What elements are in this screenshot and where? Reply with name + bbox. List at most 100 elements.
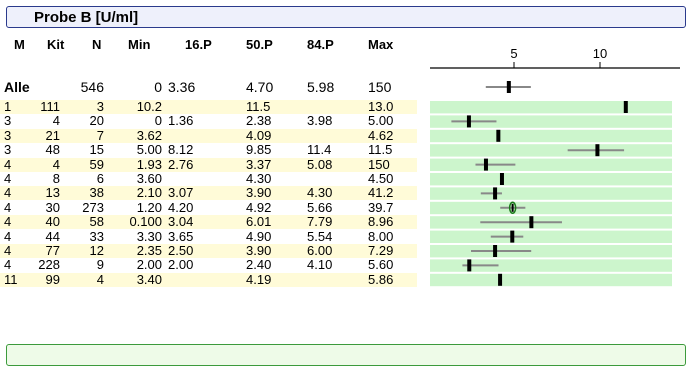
median-marker (511, 203, 514, 212)
cell-min: 3.40 (136, 271, 162, 287)
cell-p84: 6.00 (307, 243, 333, 258)
cell-n: 59 (89, 156, 104, 172)
cell-m: 4 (4, 257, 12, 273)
cell-kit: 228 (38, 257, 60, 273)
cell-n: 38 (89, 185, 104, 201)
cell-n: 273 (82, 199, 104, 215)
median-marker (595, 144, 600, 157)
cell-max: 5.00 (368, 113, 394, 129)
cell-n: 20 (89, 113, 104, 129)
cell-m: 4 (4, 185, 12, 201)
cell-max: 5.60 (368, 257, 394, 273)
cell-max: 5.86 (368, 271, 394, 287)
cell-p16: 2.50 (168, 243, 194, 258)
cell-m: 4 (4, 171, 12, 186)
cell-max: 41.2 (368, 185, 394, 201)
cell-p84: 7.79 (307, 214, 333, 230)
table-row: 1 111 3 10.2 11.5 13.0 (0, 100, 417, 114)
cell-kit: 4 (52, 156, 60, 172)
cell-p50: 4.09 (246, 127, 272, 143)
cell-p16: 8.12 (168, 142, 194, 158)
cell-m: 11 (4, 271, 18, 287)
table-row: 4 4 59 1.93 2.76 3.37 5.08 150 (0, 156, 417, 172)
row-band (430, 158, 672, 171)
table-row: 3 4 20 0 1.36 2.38 3.98 5.00 (0, 114, 417, 128)
cell-p84: 3.98 (307, 113, 333, 129)
cell-min: 1.20 (136, 199, 162, 215)
cell-min: 2.00 (136, 257, 162, 273)
median-marker (529, 216, 534, 229)
cell-p16: 3.04 (168, 214, 194, 230)
cell-m: 3 (4, 142, 12, 158)
table-row: 4 8 6 3.60 4.30 4.50 (0, 172, 417, 186)
cell-n: 3 (96, 99, 104, 114)
row-band (430, 129, 672, 143)
table-row: 4 77 12 2.35 2.50 3.90 6.00 7.29 (0, 244, 417, 258)
cell-n: 9 (96, 257, 104, 273)
cell-min: 0 (154, 79, 162, 95)
cell-kit: 21 (45, 127, 60, 143)
cell-p84: 5.98 (307, 79, 335, 95)
cell-min: 0.100 (129, 214, 162, 230)
cell-p16: 2.76 (168, 156, 194, 172)
cell-kit: 40 (45, 214, 60, 230)
cell-max: 13.0 (368, 99, 394, 114)
cell-min: 3.30 (136, 228, 162, 244)
cell-min: 3.60 (136, 171, 162, 186)
cell-kit: 111 (40, 99, 60, 114)
row-band (430, 245, 672, 258)
cell-min: 2.35 (136, 243, 162, 258)
x-axis-tick-label: 5 (510, 46, 517, 61)
next-section-box (6, 344, 686, 366)
header-n: N (92, 37, 102, 52)
cell-m: 3 (4, 113, 12, 129)
cell-p84: 5.54 (307, 228, 333, 244)
cell-min: 3.62 (136, 127, 162, 143)
row-stripe (0, 215, 417, 230)
cell-p16: 3.65 (168, 228, 194, 244)
median-marker (493, 245, 498, 257)
cell-p16: 3.07 (168, 185, 194, 201)
row-band (430, 273, 672, 287)
cell-n: 12 (89, 243, 104, 258)
cell-kit: 99 (45, 271, 60, 287)
cell-min: 1.93 (136, 156, 162, 172)
cell-m: Alle (4, 79, 30, 95)
cell-min: 10.2 (136, 99, 162, 114)
header-p84: 84.P (307, 37, 334, 52)
table-row: Alle 546 0 3.36 4.70 5.98 150 (0, 80, 417, 94)
cell-m: 3 (4, 127, 12, 143)
cell-p50: 2.40 (246, 257, 272, 273)
row-band (430, 173, 672, 186)
cell-p16: 1.36 (168, 113, 194, 129)
row-stripe (0, 157, 417, 172)
cell-n: 58 (89, 214, 104, 230)
cell-n: 33 (89, 228, 104, 244)
table-row: 4 44 33 3.30 3.65 4.90 5.54 8.00 (0, 228, 417, 244)
cell-p50: 4.90 (246, 228, 272, 244)
cell-kit: 8 (52, 171, 60, 186)
cell-min: 0 (154, 113, 162, 129)
cell-min: 5.00 (136, 142, 162, 158)
cell-n: 546 (80, 79, 104, 95)
cell-p50: 4.70 (246, 79, 274, 95)
cell-p84: 11.4 (307, 142, 332, 158)
cell-n: 6 (96, 171, 104, 186)
row-band (430, 101, 672, 114)
cell-max: 8.96 (368, 214, 394, 230)
cell-kit: 44 (45, 228, 60, 244)
cell-max: 4.50 (368, 171, 394, 186)
cell-max: 4.62 (368, 127, 394, 143)
cell-max: 7.29 (368, 243, 394, 258)
cell-m: 4 (4, 199, 12, 215)
median-marker (467, 259, 472, 272)
cell-p16: 3.36 (168, 79, 196, 95)
table-row: 11 99 4 3.40 4.19 5.86 (0, 271, 417, 287)
x-axis-tick-label: 10 (593, 46, 607, 61)
cell-kit: 13 (45, 185, 60, 201)
cell-p50: 2.38 (246, 113, 272, 129)
cell-m: 1 (4, 99, 12, 114)
row-band (430, 187, 672, 200)
cell-min: 2.10 (136, 185, 162, 201)
